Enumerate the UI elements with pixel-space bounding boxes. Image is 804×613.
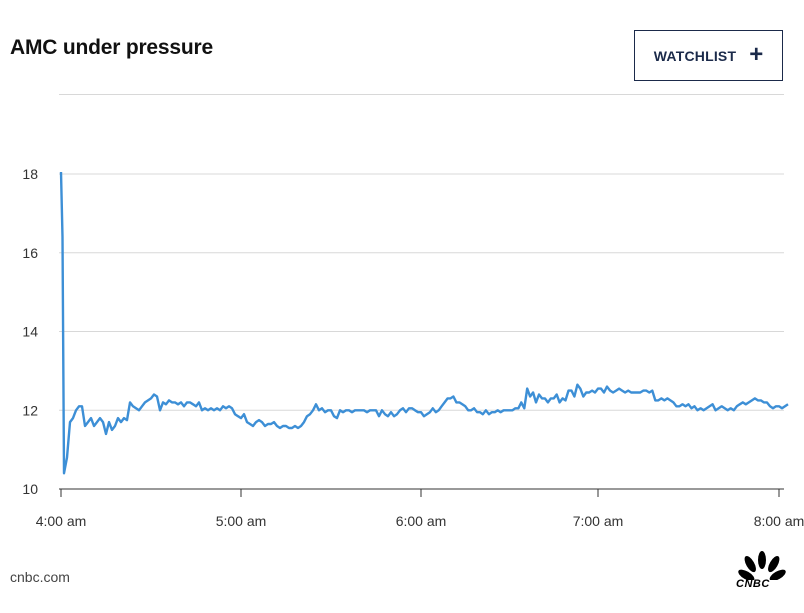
price-line xyxy=(59,171,789,475)
y-tick-label: 12 xyxy=(22,402,38,418)
cnbc-logo-text: CNBC xyxy=(736,578,770,590)
watchlist-label: WATCHLIST xyxy=(653,47,737,64)
header-divider xyxy=(59,94,784,95)
x-tick-label: 6:00 am xyxy=(396,513,447,529)
y-tick-label: 16 xyxy=(22,245,38,261)
watchlist-button[interactable]: WATCHLIST + xyxy=(634,30,783,81)
x-tick-label: 5:00 am xyxy=(216,513,267,529)
y-tick-label: 14 xyxy=(22,324,38,340)
plus-icon: + xyxy=(749,40,764,68)
cnbc-peacock-icon xyxy=(738,551,786,580)
y-tick-label: 10 xyxy=(22,481,38,497)
x-tick-label: 7:00 am xyxy=(573,513,624,529)
chart-title: AMC under pressure xyxy=(10,36,213,59)
y-tick-label: 18 xyxy=(22,166,38,182)
x-tick-label: 8:00 am xyxy=(754,513,804,529)
x-tick-label: 4:00 am xyxy=(36,513,87,529)
source-label: cnbc.com xyxy=(10,569,70,585)
